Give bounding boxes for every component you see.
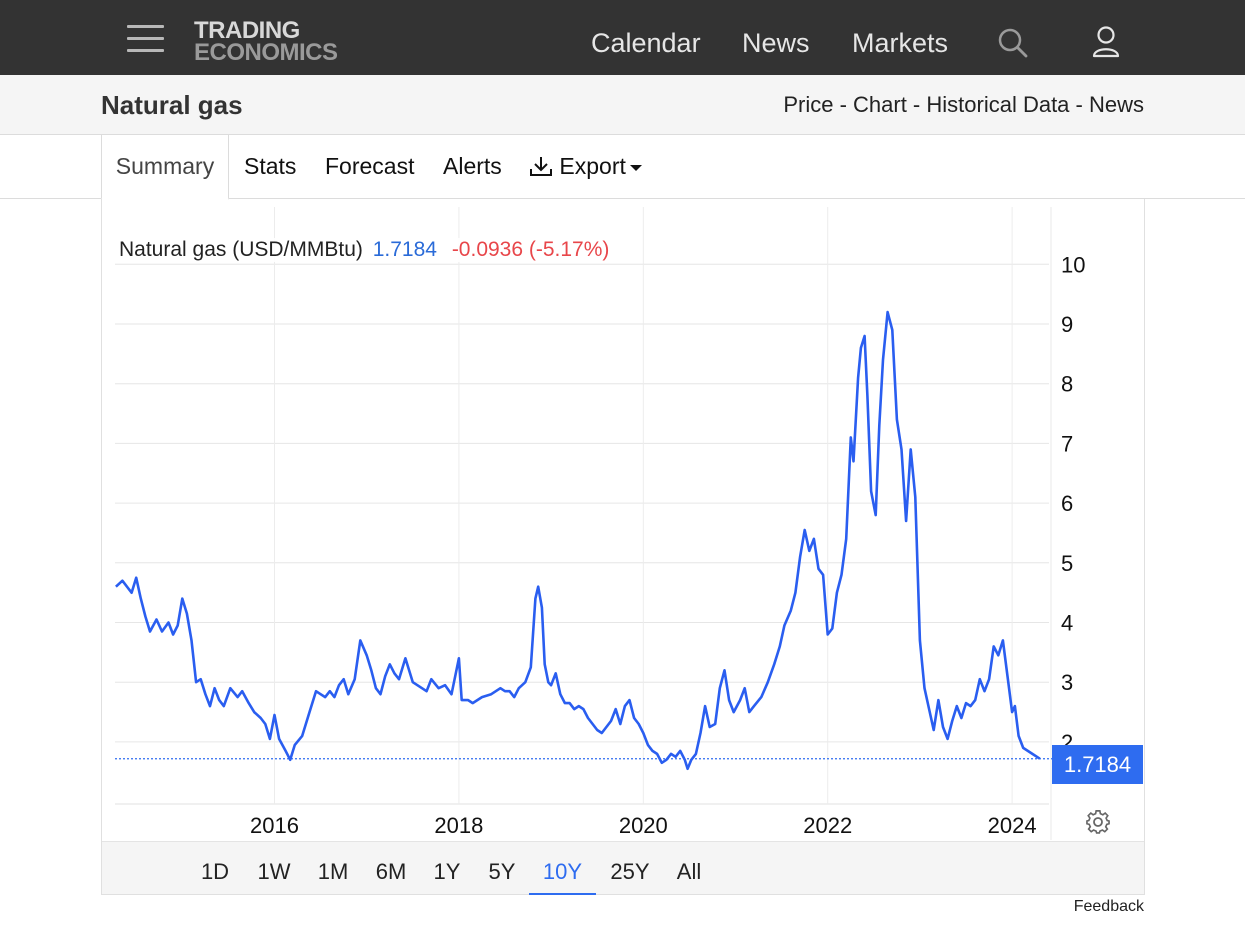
menu-icon[interactable]: [127, 25, 164, 55]
x-tick-label: 2022: [803, 813, 852, 838]
range-10y[interactable]: 10Y: [529, 842, 596, 895]
tab-stats[interactable]: Stats: [244, 153, 297, 179]
y-tick-label: 6: [1061, 491, 1073, 516]
chart-panel: [101, 199, 1145, 895]
y-tick-label: 8: [1061, 372, 1073, 397]
y-tick-label: 9: [1061, 312, 1073, 337]
y-tick-label: 5: [1061, 551, 1073, 576]
last-value-badge: 1.7184: [1052, 745, 1143, 784]
range-all[interactable]: All: [676, 859, 702, 884]
logo-line-2: ECONOMICS: [194, 39, 338, 66]
range-25y[interactable]: 25Y: [610, 859, 650, 884]
nav-link-markets[interactable]: Markets: [852, 28, 949, 58]
legend-change: -0.0936 (-5.17%): [451, 238, 610, 261]
range-1m[interactable]: 1M: [317, 859, 349, 884]
title-bar: Natural gas Price - Chart - Historical D…: [0, 75, 1245, 135]
x-tick-label: 2020: [619, 813, 668, 838]
x-tick-label: 2018: [434, 813, 483, 838]
crumb-chart[interactable]: Chart: [853, 92, 907, 117]
x-tick-label: 2024: [988, 813, 1037, 838]
tab-export[interactable]: Export: [529, 135, 642, 199]
crumb-news[interactable]: News: [1088, 92, 1144, 117]
range-1y[interactable]: 1Y: [433, 859, 461, 884]
chart-legend: Natural gas (USD/MMBtu) 1.7184 -0.0936 (…: [117, 238, 612, 262]
breadcrumb: Price - Chart - Historical Data - News: [783, 92, 1144, 117]
tab-export-label: Export: [559, 153, 626, 179]
user-icon[interactable]: [1091, 25, 1121, 59]
legend-value: 1.7184: [372, 238, 437, 261]
x-tick-label: 2016: [250, 813, 299, 838]
crumb-historical-data[interactable]: Historical Data: [926, 92, 1070, 117]
top-navbar: TRADING ECONOMICS Calendar News Markets: [0, 0, 1245, 75]
tab-summary[interactable]: Summary: [101, 135, 229, 200]
crumb-price[interactable]: Price: [783, 92, 834, 117]
y-tick-label: 4: [1061, 611, 1073, 636]
tab-alerts[interactable]: Alerts: [443, 153, 502, 179]
x-axis: 2016 2018 2020 2022 2024: [250, 813, 1037, 838]
gear-icon[interactable]: [1084, 808, 1112, 836]
y-tick-label: 7: [1061, 431, 1073, 456]
chart-grid: [115, 207, 1052, 840]
range-6m[interactable]: 6M: [375, 859, 407, 884]
series-line-natural-gas: [115, 310, 1041, 771]
y-tick-label: 10: [1061, 252, 1085, 277]
logo-line-1: TRADING: [194, 17, 300, 44]
range-1w[interactable]: 1W: [257, 859, 291, 884]
y-tick-label: 3: [1061, 670, 1073, 695]
range-5y[interactable]: 5Y: [488, 859, 516, 884]
caret-down-icon: [629, 164, 642, 171]
tab-forecast[interactable]: Forecast: [325, 153, 415, 179]
feedback-link[interactable]: Feedback: [1073, 898, 1144, 915]
search-icon[interactable]: [997, 27, 1029, 59]
range-selector: 1D 1W 1M 6M 1Y 5Y 10Y 25Y All: [102, 841, 1144, 895]
download-icon: [530, 157, 552, 176]
legend-name: Natural gas (USD/MMBtu): [119, 238, 363, 261]
site-logo[interactable]: TRADING ECONOMICS: [194, 17, 338, 66]
tab-bar: Summary Stats Forecast Alerts Export: [0, 135, 1245, 200]
range-1d[interactable]: 1D: [200, 859, 230, 884]
nav-link-calendar[interactable]: Calendar: [591, 28, 701, 58]
page-title: Natural gas: [101, 90, 243, 120]
nav-link-news[interactable]: News: [742, 28, 810, 58]
